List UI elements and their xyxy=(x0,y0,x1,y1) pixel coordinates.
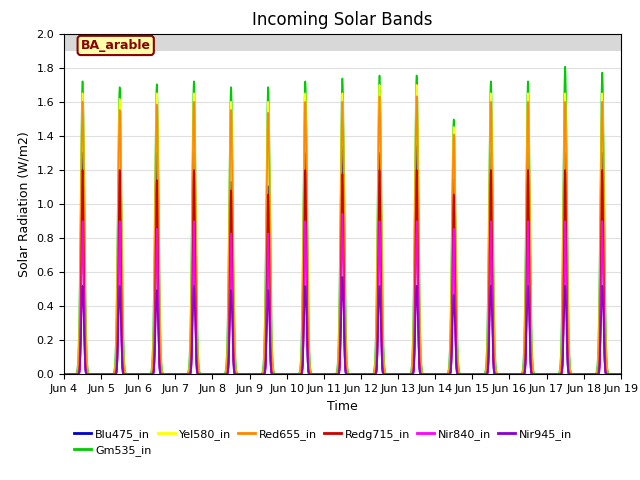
Title: Incoming Solar Bands: Incoming Solar Bands xyxy=(252,11,433,29)
Y-axis label: Solar Radiation (W/m2): Solar Radiation (W/m2) xyxy=(18,131,31,277)
Bar xyxy=(64,34,621,51)
X-axis label: Time: Time xyxy=(327,400,358,413)
Legend: Blu475_in, Gm535_in, Yel580_in, Red655_in, Redg715_in, Nir840_in, Nir945_in: Blu475_in, Gm535_in, Yel580_in, Red655_i… xyxy=(70,424,577,460)
Text: BA_arable: BA_arable xyxy=(81,39,150,52)
